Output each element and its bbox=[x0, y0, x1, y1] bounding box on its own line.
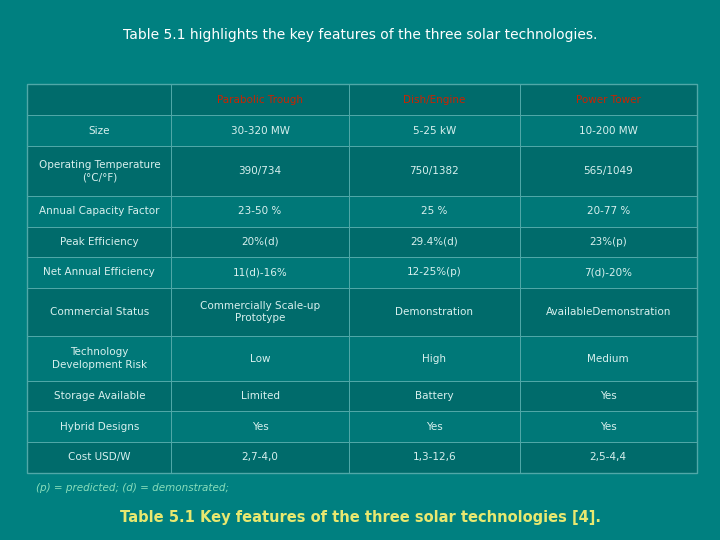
Text: Parabolic Trough: Parabolic Trough bbox=[217, 94, 303, 105]
Text: 2,5-4,4: 2,5-4,4 bbox=[590, 452, 626, 462]
Text: 2,7-4,0: 2,7-4,0 bbox=[242, 452, 279, 462]
Text: Net Annual Efficiency: Net Annual Efficiency bbox=[43, 267, 156, 278]
Bar bbox=[171, 381, 348, 411]
Text: 25 %: 25 % bbox=[421, 206, 447, 217]
Text: 1,3-12,6: 1,3-12,6 bbox=[413, 452, 456, 462]
Text: 23-50 %: 23-50 % bbox=[238, 206, 282, 217]
Bar bbox=[520, 442, 697, 472]
Text: Demonstration: Demonstration bbox=[395, 307, 473, 317]
Bar bbox=[348, 381, 520, 411]
Bar bbox=[520, 146, 697, 196]
Text: Hybrid Designs: Hybrid Designs bbox=[60, 422, 139, 431]
Text: 565/1049: 565/1049 bbox=[583, 166, 633, 176]
Text: Low: Low bbox=[250, 354, 270, 363]
Text: Limited: Limited bbox=[240, 391, 279, 401]
Text: 20-77 %: 20-77 % bbox=[587, 206, 630, 217]
Text: Battery: Battery bbox=[415, 391, 454, 401]
Text: Annual Capacity Factor: Annual Capacity Factor bbox=[39, 206, 160, 217]
Bar bbox=[27, 336, 171, 381]
Bar bbox=[348, 257, 520, 288]
Text: Commercial Status: Commercial Status bbox=[50, 307, 149, 317]
Bar bbox=[171, 442, 348, 472]
Text: 23%(p): 23%(p) bbox=[590, 237, 627, 247]
Text: High: High bbox=[422, 354, 446, 363]
Text: (p) = predicted; (d) = demonstrated;: (p) = predicted; (d) = demonstrated; bbox=[36, 483, 229, 494]
Bar bbox=[171, 411, 348, 442]
Text: Dish/Engine: Dish/Engine bbox=[403, 94, 465, 105]
Text: Peak Efficiency: Peak Efficiency bbox=[60, 237, 139, 247]
Bar bbox=[348, 227, 520, 257]
Text: 7(d)-20%: 7(d)-20% bbox=[584, 267, 632, 278]
Bar bbox=[27, 227, 171, 257]
Bar bbox=[348, 84, 520, 116]
Text: Yes: Yes bbox=[600, 391, 616, 401]
Text: Cost USD/W: Cost USD/W bbox=[68, 452, 130, 462]
Text: Operating Temperature
(°C/°F): Operating Temperature (°C/°F) bbox=[39, 160, 160, 182]
Text: 29.4%(d): 29.4%(d) bbox=[410, 237, 458, 247]
Text: 20%(d): 20%(d) bbox=[241, 237, 279, 247]
Bar bbox=[520, 257, 697, 288]
Bar bbox=[348, 196, 520, 227]
Bar bbox=[27, 257, 171, 288]
Bar bbox=[27, 196, 171, 227]
Text: Power Tower: Power Tower bbox=[576, 94, 641, 105]
Bar bbox=[348, 411, 520, 442]
Text: 30-320 MW: 30-320 MW bbox=[230, 126, 289, 136]
Text: Technology
Development Risk: Technology Development Risk bbox=[52, 347, 147, 370]
Text: Table 5.1 highlights the key features of the three solar technologies.: Table 5.1 highlights the key features of… bbox=[123, 28, 597, 42]
Bar bbox=[520, 411, 697, 442]
Bar bbox=[27, 288, 171, 336]
Text: 10-200 MW: 10-200 MW bbox=[579, 126, 638, 136]
Text: Yes: Yes bbox=[600, 422, 616, 431]
Bar bbox=[520, 381, 697, 411]
Bar bbox=[171, 227, 348, 257]
Bar bbox=[27, 84, 171, 116]
Bar bbox=[348, 146, 520, 196]
Text: 5-25 kW: 5-25 kW bbox=[413, 126, 456, 136]
Bar bbox=[348, 336, 520, 381]
Bar bbox=[171, 196, 348, 227]
Bar bbox=[171, 116, 348, 146]
Bar bbox=[171, 257, 348, 288]
Bar bbox=[520, 227, 697, 257]
Bar bbox=[27, 116, 171, 146]
Bar bbox=[348, 442, 520, 472]
Text: 11(d)-16%: 11(d)-16% bbox=[233, 267, 287, 278]
Text: Yes: Yes bbox=[252, 422, 269, 431]
Text: 390/734: 390/734 bbox=[238, 166, 282, 176]
Bar bbox=[520, 288, 697, 336]
Text: Medium: Medium bbox=[588, 354, 629, 363]
Bar bbox=[171, 84, 348, 116]
Bar bbox=[520, 116, 697, 146]
Bar bbox=[27, 442, 171, 472]
Bar bbox=[27, 84, 697, 472]
Bar bbox=[171, 146, 348, 196]
Bar bbox=[348, 288, 520, 336]
Bar bbox=[348, 116, 520, 146]
Bar bbox=[27, 381, 171, 411]
Bar bbox=[171, 336, 348, 381]
Bar bbox=[171, 288, 348, 336]
Bar bbox=[520, 84, 697, 116]
Bar bbox=[520, 196, 697, 227]
Text: Storage Available: Storage Available bbox=[53, 391, 145, 401]
Text: Yes: Yes bbox=[426, 422, 443, 431]
Bar bbox=[27, 411, 171, 442]
Text: AvailableDemonstration: AvailableDemonstration bbox=[546, 307, 671, 317]
Bar bbox=[520, 336, 697, 381]
Text: 750/1382: 750/1382 bbox=[409, 166, 459, 176]
Text: Table 5.1 Key features of the three solar technologies [4].: Table 5.1 Key features of the three sola… bbox=[120, 510, 600, 525]
Text: Size: Size bbox=[89, 126, 110, 136]
Text: 12-25%(p): 12-25%(p) bbox=[407, 267, 462, 278]
Bar bbox=[27, 146, 171, 196]
Text: Commercially Scale-up
Prototype: Commercially Scale-up Prototype bbox=[200, 301, 320, 323]
